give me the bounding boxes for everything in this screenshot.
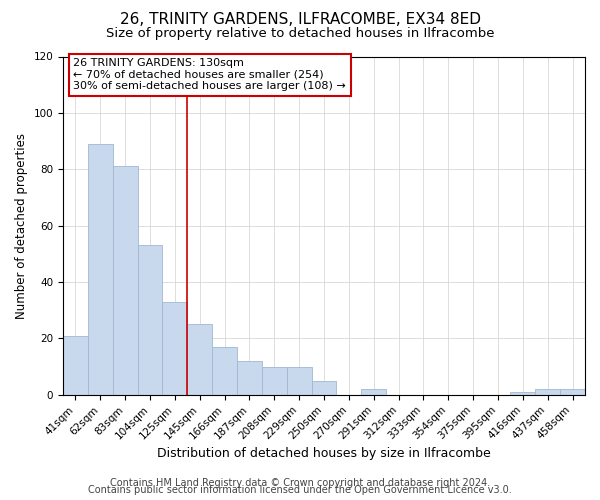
Bar <box>237 361 262 395</box>
Text: 26 TRINITY GARDENS: 130sqm
← 70% of detached houses are smaller (254)
30% of sem: 26 TRINITY GARDENS: 130sqm ← 70% of deta… <box>73 58 346 92</box>
Bar <box>361 389 386 395</box>
Bar <box>63 336 88 395</box>
Text: Size of property relative to detached houses in Ilfracombe: Size of property relative to detached ho… <box>106 28 494 40</box>
Bar <box>511 392 535 395</box>
Text: 26, TRINITY GARDENS, ILFRACOMBE, EX34 8ED: 26, TRINITY GARDENS, ILFRACOMBE, EX34 8E… <box>119 12 481 28</box>
Bar <box>187 324 212 395</box>
Text: Contains HM Land Registry data © Crown copyright and database right 2024.: Contains HM Land Registry data © Crown c… <box>110 478 490 488</box>
Bar <box>88 144 113 395</box>
Bar <box>113 166 137 395</box>
Bar <box>535 389 560 395</box>
Bar <box>212 347 237 395</box>
Bar <box>560 389 585 395</box>
Text: Contains public sector information licensed under the Open Government Licence v3: Contains public sector information licen… <box>88 485 512 495</box>
Bar <box>287 366 311 395</box>
X-axis label: Distribution of detached houses by size in Ilfracombe: Distribution of detached houses by size … <box>157 447 491 460</box>
Y-axis label: Number of detached properties: Number of detached properties <box>15 132 28 318</box>
Bar <box>262 366 287 395</box>
Bar <box>311 381 337 395</box>
Bar <box>137 246 163 395</box>
Bar <box>163 302 187 395</box>
